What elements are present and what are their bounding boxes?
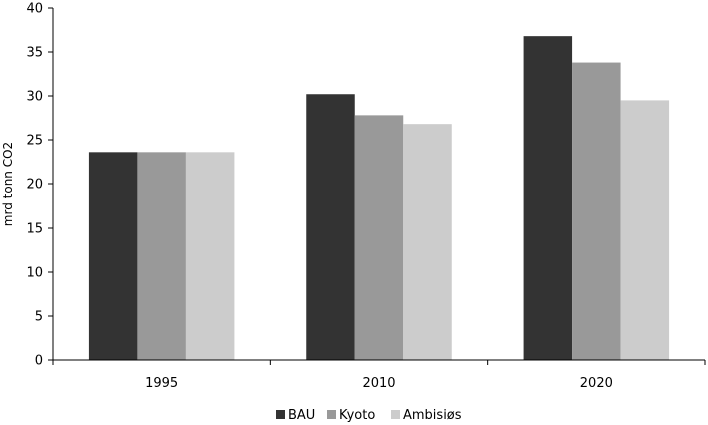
y-axis: 0 5 10 15 20 25 30 35 40	[26, 2, 54, 369]
bar-kyoto-2010	[354, 115, 404, 360]
y-tick-label: 35	[26, 46, 43, 61]
bar-kyoto-1995	[137, 152, 186, 360]
bar-bau-2010	[306, 94, 355, 361]
legend-swatch	[327, 410, 336, 419]
y-tick-label: 25	[26, 134, 43, 149]
x-tick-label: 1995	[145, 376, 178, 391]
legend-label: Kyoto	[339, 408, 375, 423]
y-tick-label: 30	[26, 90, 43, 105]
y-tick-label: 5	[35, 310, 43, 325]
y-tick-label: 15	[26, 222, 43, 237]
x-tick-label: 2020	[580, 376, 613, 391]
y-tick-label: 0	[35, 354, 43, 369]
legend-label: BAU	[288, 408, 315, 423]
legend-swatch	[391, 410, 400, 419]
y-tick-label: 40	[26, 2, 43, 17]
bar-bau-1995	[88, 152, 138, 360]
bars-group	[88, 36, 670, 361]
x-tick-label: 2010	[362, 376, 395, 391]
y-tick-label: 10	[26, 266, 43, 281]
legend: BAU Kyoto Ambisiøs	[276, 408, 462, 423]
bar-ambisi-s-2020	[620, 100, 670, 361]
bar-ambisi-s-1995	[185, 152, 235, 360]
bar-ambisi-s-2010	[403, 124, 452, 360]
x-axis: 1995 2010 2020	[52, 359, 706, 391]
bar-bau-2020	[523, 36, 573, 360]
legend-label: Ambisiøs	[403, 408, 462, 423]
y-axis-label: mrd tonn CO2	[1, 142, 15, 226]
bar-kyoto-2020	[572, 62, 621, 361]
legend-swatch	[276, 410, 285, 419]
y-tick-label: 20	[26, 178, 43, 193]
